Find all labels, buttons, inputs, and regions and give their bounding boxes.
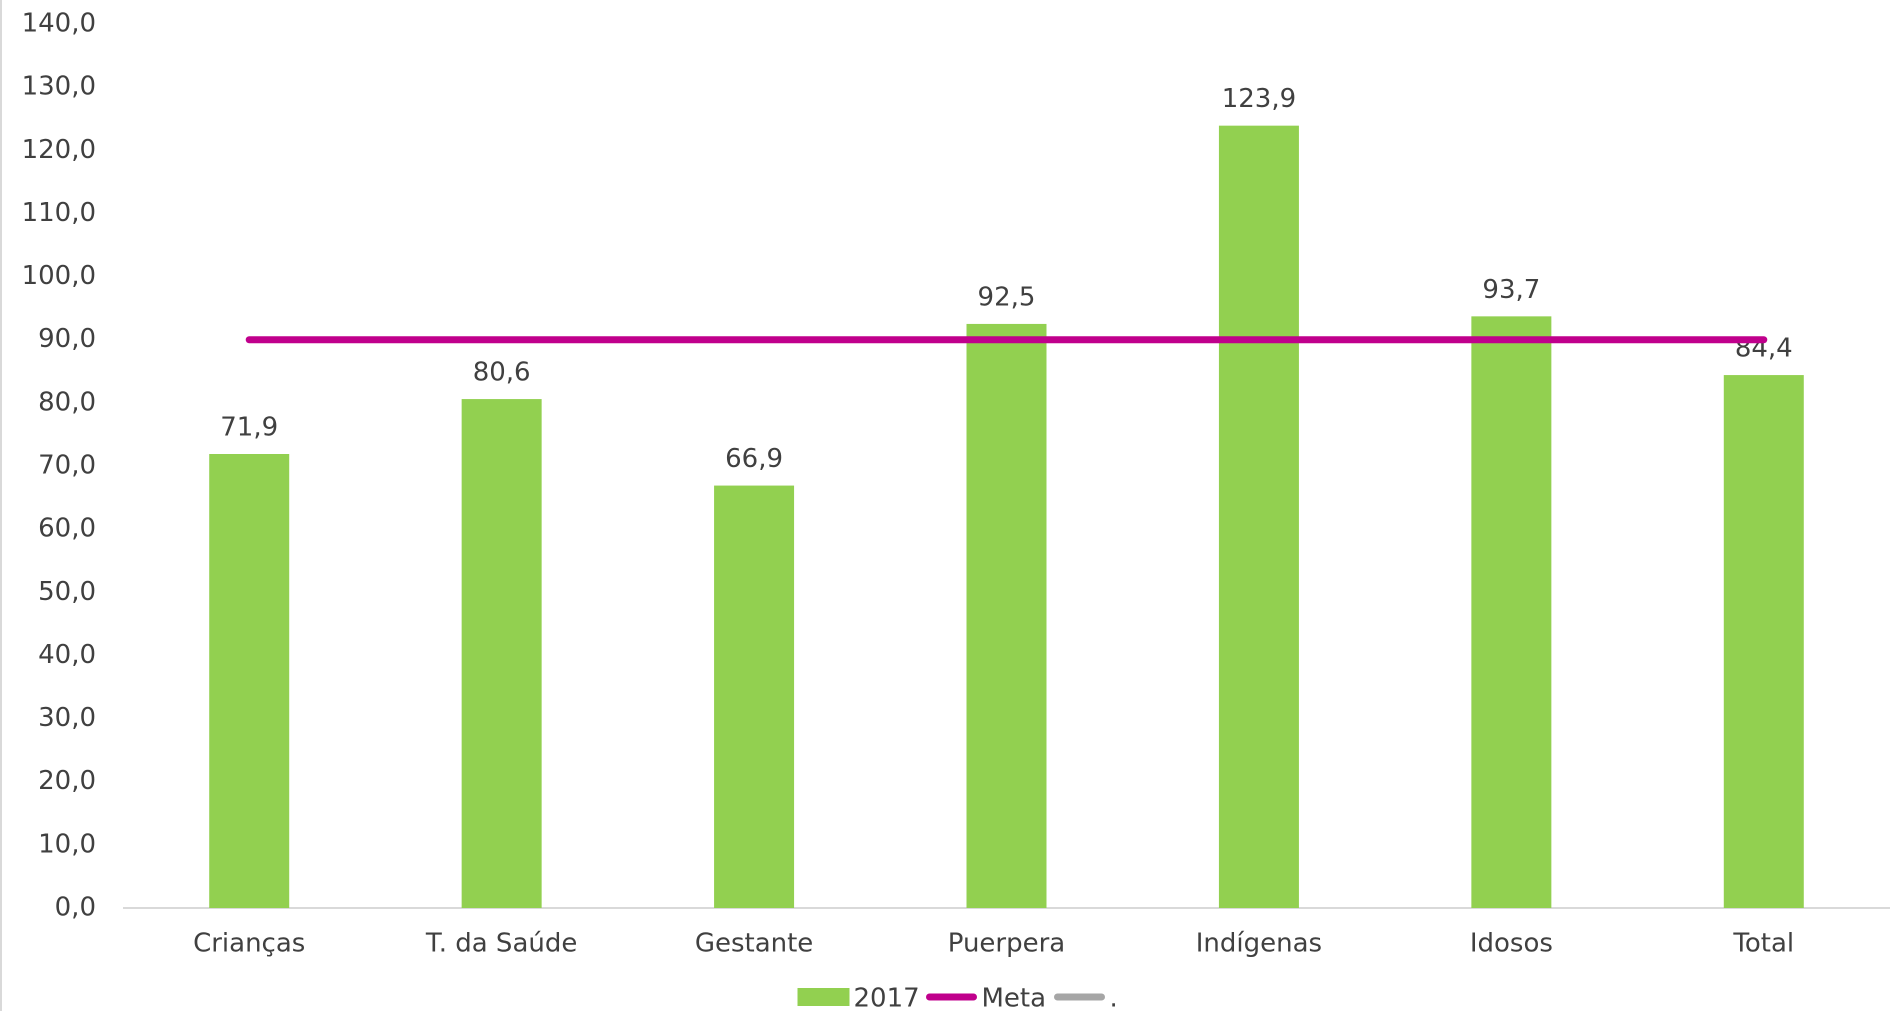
bar <box>966 323 1047 908</box>
y-tick-label: 60,0 <box>38 514 96 544</box>
y-tick-label: 130,0 <box>22 72 96 102</box>
y-tick-label: 20,0 <box>38 766 96 796</box>
legend-swatch <box>797 988 850 1006</box>
value-label: 93,7 <box>1482 275 1540 305</box>
legend-label: . <box>1110 984 1118 1012</box>
x-tick-label: Idosos <box>1470 929 1553 959</box>
value-label: 123,9 <box>1222 84 1296 114</box>
value-label: 71,9 <box>220 413 278 443</box>
y-tick-label: 100,0 <box>22 261 96 291</box>
y-tick-label: 70,0 <box>38 451 96 481</box>
bar <box>714 485 795 908</box>
value-label: 80,6 <box>473 358 531 388</box>
y-tick-label: 50,0 <box>38 577 96 607</box>
y-tick-label: 90,0 <box>38 324 96 354</box>
x-tick-label: Puerpera <box>948 929 1066 959</box>
bar <box>461 399 542 908</box>
legend-label: 2017 <box>854 984 920 1012</box>
bar <box>209 454 290 908</box>
y-tick-label: 110,0 <box>22 198 96 228</box>
bar <box>1471 316 1552 908</box>
y-tick-label: 40,0 <box>38 640 96 670</box>
y-tick-label: 30,0 <box>38 703 96 733</box>
bar <box>1723 375 1804 908</box>
legend-label: Meta <box>982 984 1047 1012</box>
y-tick-label: 120,0 <box>22 135 96 165</box>
x-tick-label: T. da Saúde <box>425 929 577 959</box>
value-label: 92,5 <box>978 282 1036 312</box>
y-tick-label: 10,0 <box>38 829 96 859</box>
x-tick-label: Total <box>1732 929 1794 959</box>
y-tick-label: 140,0 <box>22 9 96 39</box>
x-tick-label: Indígenas <box>1196 929 1322 959</box>
bar <box>1218 125 1299 908</box>
x-tick-label: Crianças <box>193 929 305 959</box>
y-tick-label: 0,0 <box>55 893 96 923</box>
y-tick-label: 80,0 <box>38 387 96 417</box>
value-label: 66,9 <box>725 444 783 474</box>
x-tick-label: Gestante <box>695 929 814 959</box>
